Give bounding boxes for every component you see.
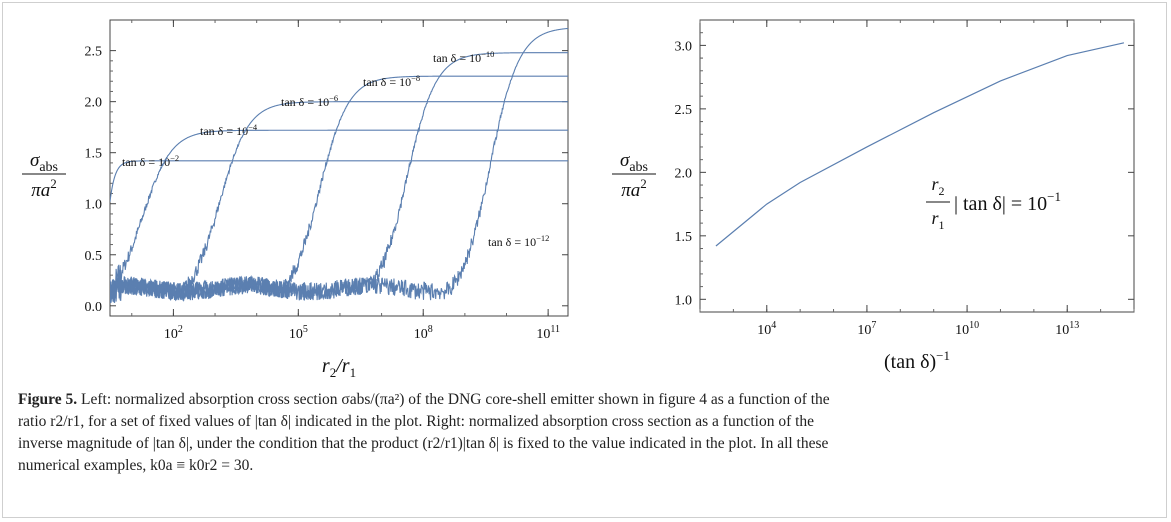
left-series-line-5 — [110, 52, 568, 302]
caption-line-3: inverse magnitude of |tan δ|, under the … — [18, 435, 829, 452]
left-xtick-label: 1011 — [536, 324, 560, 342]
svg-text:r2: r2 — [931, 174, 944, 198]
left-ytick-label: 2.0 — [85, 96, 103, 111]
svg-text:r1: r1 — [931, 208, 944, 232]
svg-text:πa2: πa2 — [621, 176, 647, 201]
right-annotation: r2 r1 | tan δ| = 10−1 — [926, 174, 1061, 232]
left-series-label-2: tan δ = 10−4 — [200, 122, 258, 138]
left-ytick-label: 1.0 — [85, 198, 103, 213]
right-ytick-label: 1.0 — [675, 293, 693, 308]
left-series-label-6: tan δ = 10−12 — [488, 233, 549, 249]
right-xlabel: (tan δ)−1 — [884, 348, 950, 373]
right-ytick-label: 2.5 — [675, 103, 693, 118]
left-xtick-label: 108 — [414, 324, 433, 342]
left-plot-frame — [109, 19, 569, 317]
left-series-line-4 — [110, 75, 568, 303]
left-series-line-2 — [110, 129, 568, 303]
left-ytick-label: 2.5 — [85, 45, 103, 60]
right-ytick-label: 2.0 — [675, 166, 693, 181]
right-xtick-label: 1013 — [1055, 320, 1079, 338]
svg-text:| tan δ| = 10−1: | tan δ| = 10−1 — [954, 189, 1061, 215]
right-xtick-label: 107 — [857, 320, 876, 338]
right-xtick-label: 1010 — [955, 320, 979, 338]
caption-figure-label: Figure 5. — [18, 391, 78, 408]
right-xtick-label: 104 — [757, 320, 776, 338]
svg-text:σabs: σabs — [30, 150, 58, 175]
left-xtick-label: 102 — [164, 324, 183, 342]
caption-line-1: Figure 5. Left: normalized absorption cr… — [18, 389, 1153, 411]
left-series-label-3: tan δ = 10−6 — [281, 93, 338, 109]
right-series-line — [715, 42, 1125, 247]
right-ytick-label: 1.5 — [675, 230, 693, 245]
left-ytick-label: 0.5 — [85, 249, 103, 264]
caption-line-1-text: Left: normalized absorption cross sectio… — [77, 391, 830, 408]
left-series-label-4: tan δ = 10−8 — [363, 73, 420, 89]
figure-caption: Figure 5. Left: normalized absorption cr… — [18, 389, 1153, 477]
left-series-label-5: tan δ = 10−10 — [433, 49, 494, 65]
left-series-line-1 — [110, 160, 568, 202]
svg-text:σabs: σabs — [620, 150, 648, 175]
left-ytick-label: 0.0 — [85, 300, 103, 315]
caption-line-2: ratio r2/r1, for a set of fixed values o… — [18, 413, 815, 430]
svg-text:πa2: πa2 — [31, 176, 57, 201]
left-series-line-3 — [110, 101, 568, 303]
left-series-line-6 — [110, 27, 568, 304]
right-plot-frame — [699, 19, 1135, 313]
left-xtick-label: 105 — [289, 324, 308, 342]
left-series-label-1: tan δ = 10−2 — [122, 153, 179, 169]
right-ytick-label: 3.0 — [675, 39, 693, 54]
left-xlabel: r2/r1 — [322, 355, 356, 380]
caption-line-4: numerical examples, k0a ≡ k0r2 = 30. — [18, 457, 254, 474]
left-ytick-label: 1.5 — [85, 147, 103, 162]
